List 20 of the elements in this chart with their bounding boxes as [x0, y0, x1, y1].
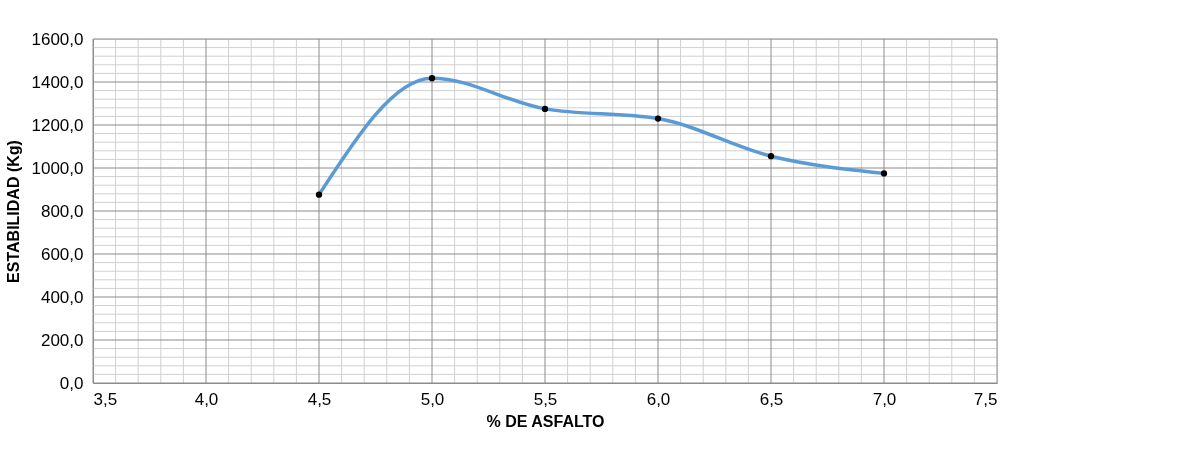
- x-tick-label: 3,5: [93, 389, 118, 409]
- y-tick-label: 0,0: [59, 373, 84, 393]
- y-tick-label: 600,0: [40, 244, 84, 264]
- x-tick-label: 7,0: [872, 389, 897, 409]
- y-axis-title: ESTABILIDAD (Kg): [4, 140, 22, 283]
- x-axis-title: % DE ASFALTO: [486, 412, 605, 430]
- x-tick-label: 6,5: [759, 389, 784, 409]
- x-tick-label: 4,5: [307, 389, 332, 409]
- x-tick-label: 7,5: [973, 389, 998, 409]
- x-tick-label: 5,0: [420, 389, 445, 409]
- x-tick-label: 6,0: [646, 389, 671, 409]
- y-tick-label: 1400,0: [31, 72, 84, 92]
- y-tick-label: 800,0: [40, 201, 84, 221]
- y-tick-label: 1000,0: [31, 158, 84, 178]
- y-tick-label: 1200,0: [31, 115, 84, 135]
- x-tick-label: 5,5: [533, 389, 558, 409]
- x-tick-label: 4,0: [194, 389, 219, 409]
- y-tick-label: 200,0: [40, 330, 84, 350]
- y-tick-label: 1600,0: [31, 29, 84, 49]
- y-tick-label: 400,0: [40, 287, 84, 307]
